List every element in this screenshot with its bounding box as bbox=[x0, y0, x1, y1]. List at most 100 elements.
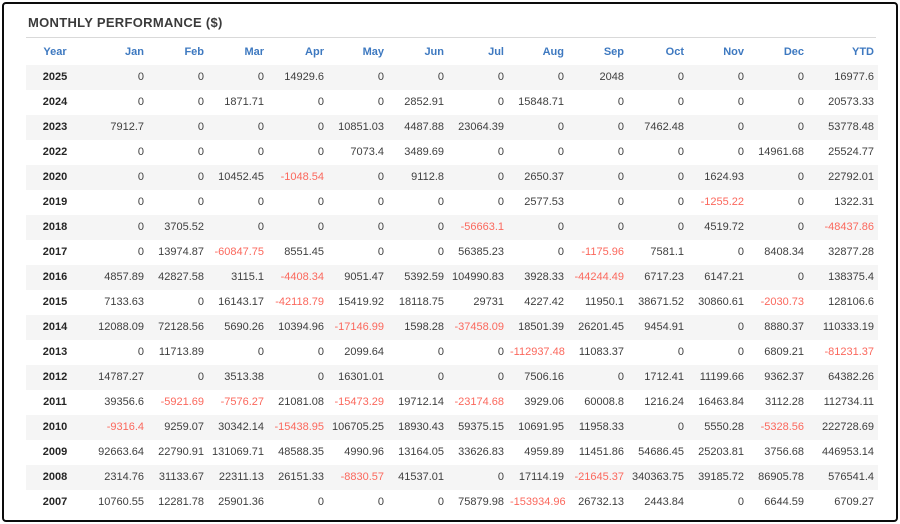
value-cell: 104990.83 bbox=[452, 271, 504, 283]
column-header-jan: Jan bbox=[125, 46, 144, 58]
value-cell: 0 bbox=[437, 371, 444, 383]
value-cell: 0 bbox=[377, 96, 384, 108]
value-cell: 8880.37 bbox=[764, 321, 804, 333]
value-cell: -60847.75 bbox=[214, 246, 264, 258]
value-cell: 0 bbox=[377, 221, 384, 233]
value-cell: 3928.33 bbox=[524, 271, 564, 283]
value-cell: 0 bbox=[497, 96, 504, 108]
year-cell: 2010 bbox=[42, 421, 68, 433]
value-cell: -7576.27 bbox=[220, 396, 264, 408]
value-cell: 7462.48 bbox=[644, 121, 684, 133]
value-cell: 2048 bbox=[599, 71, 624, 83]
value-cell: 9454.91 bbox=[644, 321, 684, 333]
value-cell: 0 bbox=[137, 146, 144, 158]
year-cell: 2016 bbox=[42, 271, 68, 283]
value-cell: 33626.83 bbox=[458, 446, 504, 458]
value-cell: 2852.91 bbox=[404, 96, 444, 108]
value-cell: 1712.41 bbox=[644, 371, 684, 383]
value-cell: 0 bbox=[197, 121, 204, 133]
year-cell: 2007 bbox=[42, 496, 68, 508]
table-row-2025: 2025 0 0 0 14929.6 0 0 0 0 2048 0 0 0 16977.6 bbox=[26, 65, 878, 90]
value-cell: 576541.4 bbox=[828, 471, 874, 483]
value-cell: -153934.96 bbox=[510, 496, 566, 508]
value-cell: 0 bbox=[497, 146, 504, 158]
value-cell: 6709.27 bbox=[834, 496, 874, 508]
title-divider bbox=[26, 37, 876, 38]
value-cell: 53778.48 bbox=[828, 121, 874, 133]
value-cell: 0 bbox=[197, 171, 204, 183]
value-cell: 0 bbox=[257, 71, 264, 83]
year-cell: 2023 bbox=[42, 121, 68, 133]
value-cell: 0 bbox=[197, 96, 204, 108]
value-cell: 11083.37 bbox=[578, 346, 624, 358]
value-cell: 15848.71 bbox=[518, 96, 564, 108]
value-cell: 0 bbox=[257, 146, 264, 158]
value-cell: 131069.71 bbox=[212, 446, 264, 458]
value-cell: 16977.6 bbox=[834, 71, 874, 83]
value-cell: -48437.86 bbox=[824, 221, 874, 233]
value-cell: 41537.01 bbox=[398, 471, 444, 483]
value-cell: -56663.1 bbox=[460, 221, 504, 233]
monthly-performance-table: Year Jan Feb Mar Apr May Jun Jul Aug Sep Oct Nov Dec… bbox=[26, 38, 878, 515]
column-header-may: May bbox=[362, 46, 384, 58]
value-cell: 14961.68 bbox=[758, 146, 804, 158]
value-cell: 0 bbox=[797, 221, 804, 233]
value-cell: 7912.7 bbox=[110, 121, 144, 133]
value-cell: -8830.57 bbox=[340, 471, 384, 483]
column-header-nov: Nov bbox=[723, 46, 744, 58]
value-cell: 0 bbox=[317, 496, 324, 508]
value-cell: 75879.98 bbox=[458, 496, 504, 508]
value-cell: 86905.78 bbox=[758, 471, 804, 483]
value-cell: 340363.75 bbox=[632, 471, 684, 483]
value-cell: 3756.68 bbox=[764, 446, 804, 458]
value-cell: 0 bbox=[437, 496, 444, 508]
year-cell: 2008 bbox=[42, 471, 68, 483]
value-cell: 11950.1 bbox=[585, 296, 624, 308]
value-cell: 18501.39 bbox=[518, 321, 564, 333]
table-row-2015: 2015 7133.63 0 16143.17 -42118.79 15419.92 181… bbox=[26, 290, 878, 315]
value-cell: 6644.59 bbox=[764, 496, 804, 508]
value-cell: 0 bbox=[317, 96, 324, 108]
value-cell: 59375.15 bbox=[458, 421, 504, 433]
value-cell: 0 bbox=[737, 121, 744, 133]
value-cell: -5328.56 bbox=[760, 421, 804, 433]
table-row-2012: 2012 14787.27 0 3513.38 0 16301.01 0 0 7506.16 0 1… bbox=[26, 365, 878, 390]
value-cell: 3115.1 bbox=[231, 271, 264, 283]
value-cell: 446953.14 bbox=[822, 446, 874, 458]
value-cell: 12088.09 bbox=[98, 321, 144, 333]
value-cell: 9112.8 bbox=[411, 171, 444, 183]
value-cell: 0 bbox=[317, 196, 324, 208]
value-cell: 29731 bbox=[473, 296, 504, 308]
table-row-2023: 2023 7912.7 0 0 0 10851.03 4487.88 23064.39 0 0 74… bbox=[26, 115, 878, 140]
value-cell: 13974.87 bbox=[158, 246, 204, 258]
table-body: 2025 0 0 0 14929.6 0 0 0 0 2048 0 0 0 16977.6 2024 0 0 18… bbox=[26, 65, 878, 515]
year-cell: 2024 bbox=[42, 96, 68, 108]
year-cell: 2011 bbox=[43, 396, 67, 408]
value-cell: 0 bbox=[617, 171, 624, 183]
value-cell: 38671.52 bbox=[638, 296, 684, 308]
year-cell: 2009 bbox=[42, 446, 68, 458]
value-cell: 18930.43 bbox=[398, 421, 444, 433]
value-cell: 26732.13 bbox=[578, 496, 624, 508]
value-cell: 1322.31 bbox=[834, 196, 874, 208]
value-cell: 0 bbox=[677, 71, 684, 83]
value-cell: 16301.01 bbox=[338, 371, 384, 383]
value-cell: 0 bbox=[797, 121, 804, 133]
value-cell: 0 bbox=[497, 471, 504, 483]
value-cell: 39185.72 bbox=[698, 471, 744, 483]
value-cell: 31133.67 bbox=[158, 471, 204, 483]
value-cell: 0 bbox=[437, 346, 444, 358]
value-cell: -23174.68 bbox=[454, 396, 504, 408]
value-cell: -21645.37 bbox=[574, 471, 624, 483]
table-row-2011: 2011 39356.6 -5921.69 -7576.27 21081.08 -1547… bbox=[26, 390, 878, 415]
value-cell: 10851.03 bbox=[338, 121, 384, 133]
value-cell: 0 bbox=[137, 171, 144, 183]
table-row-2009: 2009 92663.64 22790.91 131069.71 48588.35 499… bbox=[26, 440, 878, 465]
year-cell: 2015 bbox=[42, 296, 68, 308]
column-header-jul: Jul bbox=[488, 46, 504, 58]
value-cell: -1255.22 bbox=[700, 196, 744, 208]
value-cell: 26201.45 bbox=[578, 321, 624, 333]
value-cell: 5550.28 bbox=[704, 421, 744, 433]
value-cell: 23064.39 bbox=[458, 121, 504, 133]
value-cell: 0 bbox=[137, 346, 144, 358]
